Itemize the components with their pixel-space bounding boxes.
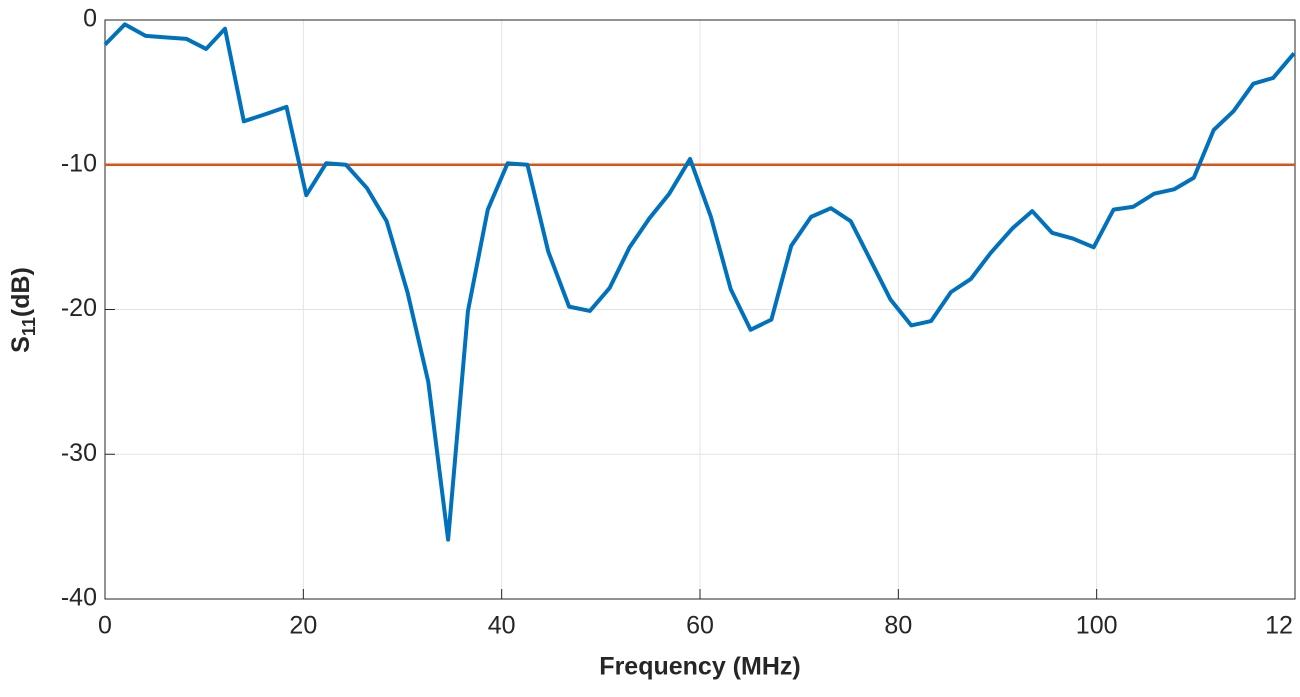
- x-tick-label: 12: [1265, 612, 1293, 640]
- data-line: [103, 22, 1296, 542]
- y-tick-label: -20: [61, 294, 97, 322]
- x-tick-label: 20: [289, 612, 317, 640]
- plot-frame: [104, 19, 1296, 600]
- y-tick-label: -40: [61, 584, 97, 612]
- y-label-main: S: [7, 336, 35, 353]
- x-tick-label: 0: [98, 612, 112, 640]
- x-tick-label: 100: [1076, 612, 1118, 640]
- x-tick-label: 80: [884, 612, 912, 640]
- y-label-unit: (dB): [7, 267, 35, 317]
- x-axis-label: Frequency (MHz): [599, 653, 800, 681]
- y-tick-label: -30: [61, 439, 97, 467]
- y-label-sub: 11: [19, 317, 39, 336]
- x-tick-label: 60: [686, 612, 714, 640]
- y-axis-label: S11(dB): [7, 267, 39, 353]
- y-tick-label: 0: [83, 5, 97, 33]
- y-tick-label: -10: [61, 149, 97, 177]
- x-tick-label: 40: [488, 612, 516, 640]
